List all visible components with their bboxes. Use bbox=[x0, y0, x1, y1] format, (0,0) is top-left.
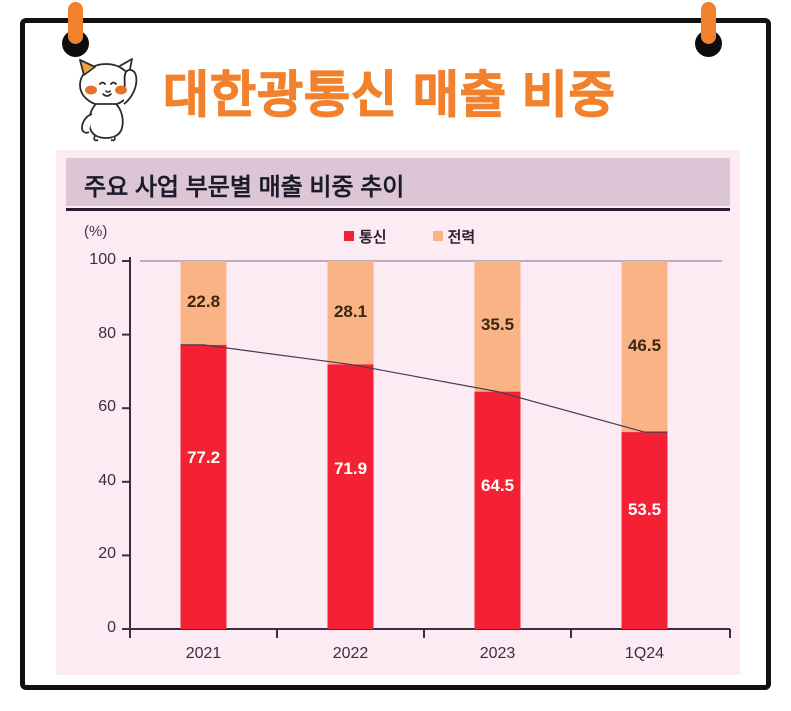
bar-segment-tongsin bbox=[474, 391, 521, 629]
bar-segment-tongsin bbox=[180, 344, 227, 629]
chart-header-band: 주요 사업 부문별 매출 비중 추이 bbox=[66, 158, 730, 206]
y-axis-unit-label: (%) bbox=[84, 223, 108, 240]
legend-label: 전력 bbox=[447, 229, 476, 246]
chart-plot-area: 0 20 40 60 80 100 22.8 77.2 2021 28.1 71.9 2022 35.5… bbox=[56, 150, 740, 675]
chart-panel: 주요 사업 부문별 매출 비중 추이 (%) 통신 전력 0 20 40 60 80 100… bbox=[56, 150, 740, 675]
bar-segment-jeonryeok bbox=[327, 261, 374, 365]
y-tick-label: 40 bbox=[98, 471, 116, 489]
pushpin-head bbox=[701, 2, 716, 44]
bar-segment-tongsin bbox=[327, 364, 374, 629]
bar-value-label-jeonryeok: 28.1 bbox=[333, 301, 368, 321]
bar-segment-jeonryeok bbox=[621, 261, 668, 433]
bar-segment-jeonryeok bbox=[180, 261, 227, 345]
pushpin-icon-right bbox=[689, 2, 729, 62]
pushpin-head bbox=[68, 2, 83, 44]
legend-label: 통신 bbox=[359, 229, 387, 246]
legend-item-통신: 통신 bbox=[344, 226, 387, 247]
x-tick-label: 2022 bbox=[332, 645, 369, 662]
y-tick-label: 60 bbox=[98, 398, 116, 416]
bar-value-label-jeonryeok: 22.8 bbox=[186, 291, 221, 311]
trend-line bbox=[180, 344, 668, 433]
bar-value-label-tongsin: 71.9 bbox=[333, 459, 368, 479]
y-tick-label: 100 bbox=[89, 251, 116, 268]
bar-value-label-tongsin: 53.5 bbox=[627, 499, 662, 519]
cat-mascot-icon bbox=[79, 58, 138, 142]
chart-svg bbox=[122, 257, 731, 638]
chart-title: 주요 사업 부문별 매출 비중 추이 bbox=[84, 174, 405, 201]
y-tick-label: 0 bbox=[107, 619, 116, 636]
y-tick-label: 20 bbox=[98, 545, 116, 563]
chart-legend: 통신 전력 bbox=[344, 226, 521, 246]
bar-segment-jeonryeok bbox=[474, 261, 521, 392]
title-row: 대한광통신 매출 비중 bbox=[45, 48, 745, 143]
chart-header-rule bbox=[66, 208, 730, 211]
pushpin-icon-left bbox=[56, 2, 96, 62]
legend-swatch-icon bbox=[432, 230, 443, 241]
bar-value-label-jeonryeok: 35.5 bbox=[480, 315, 515, 335]
y-tick-label: 80 bbox=[98, 324, 116, 342]
bar-value-label-jeonryeok: 46.5 bbox=[627, 335, 662, 355]
legend-item-전력: 전력 bbox=[432, 226, 476, 247]
x-tick-label: 1Q24 bbox=[624, 645, 665, 662]
page-title: 대한광통신 매출 비중 bbox=[162, 66, 616, 123]
bar-segment-tongsin bbox=[621, 432, 668, 629]
legend-swatch-icon bbox=[344, 230, 354, 241]
bar-value-label-tongsin: 77.2 bbox=[186, 447, 221, 467]
x-tick-label: 2021 bbox=[185, 645, 222, 662]
x-tick-label: 2023 bbox=[479, 645, 516, 662]
bar-value-label-tongsin: 64.5 bbox=[480, 475, 515, 495]
